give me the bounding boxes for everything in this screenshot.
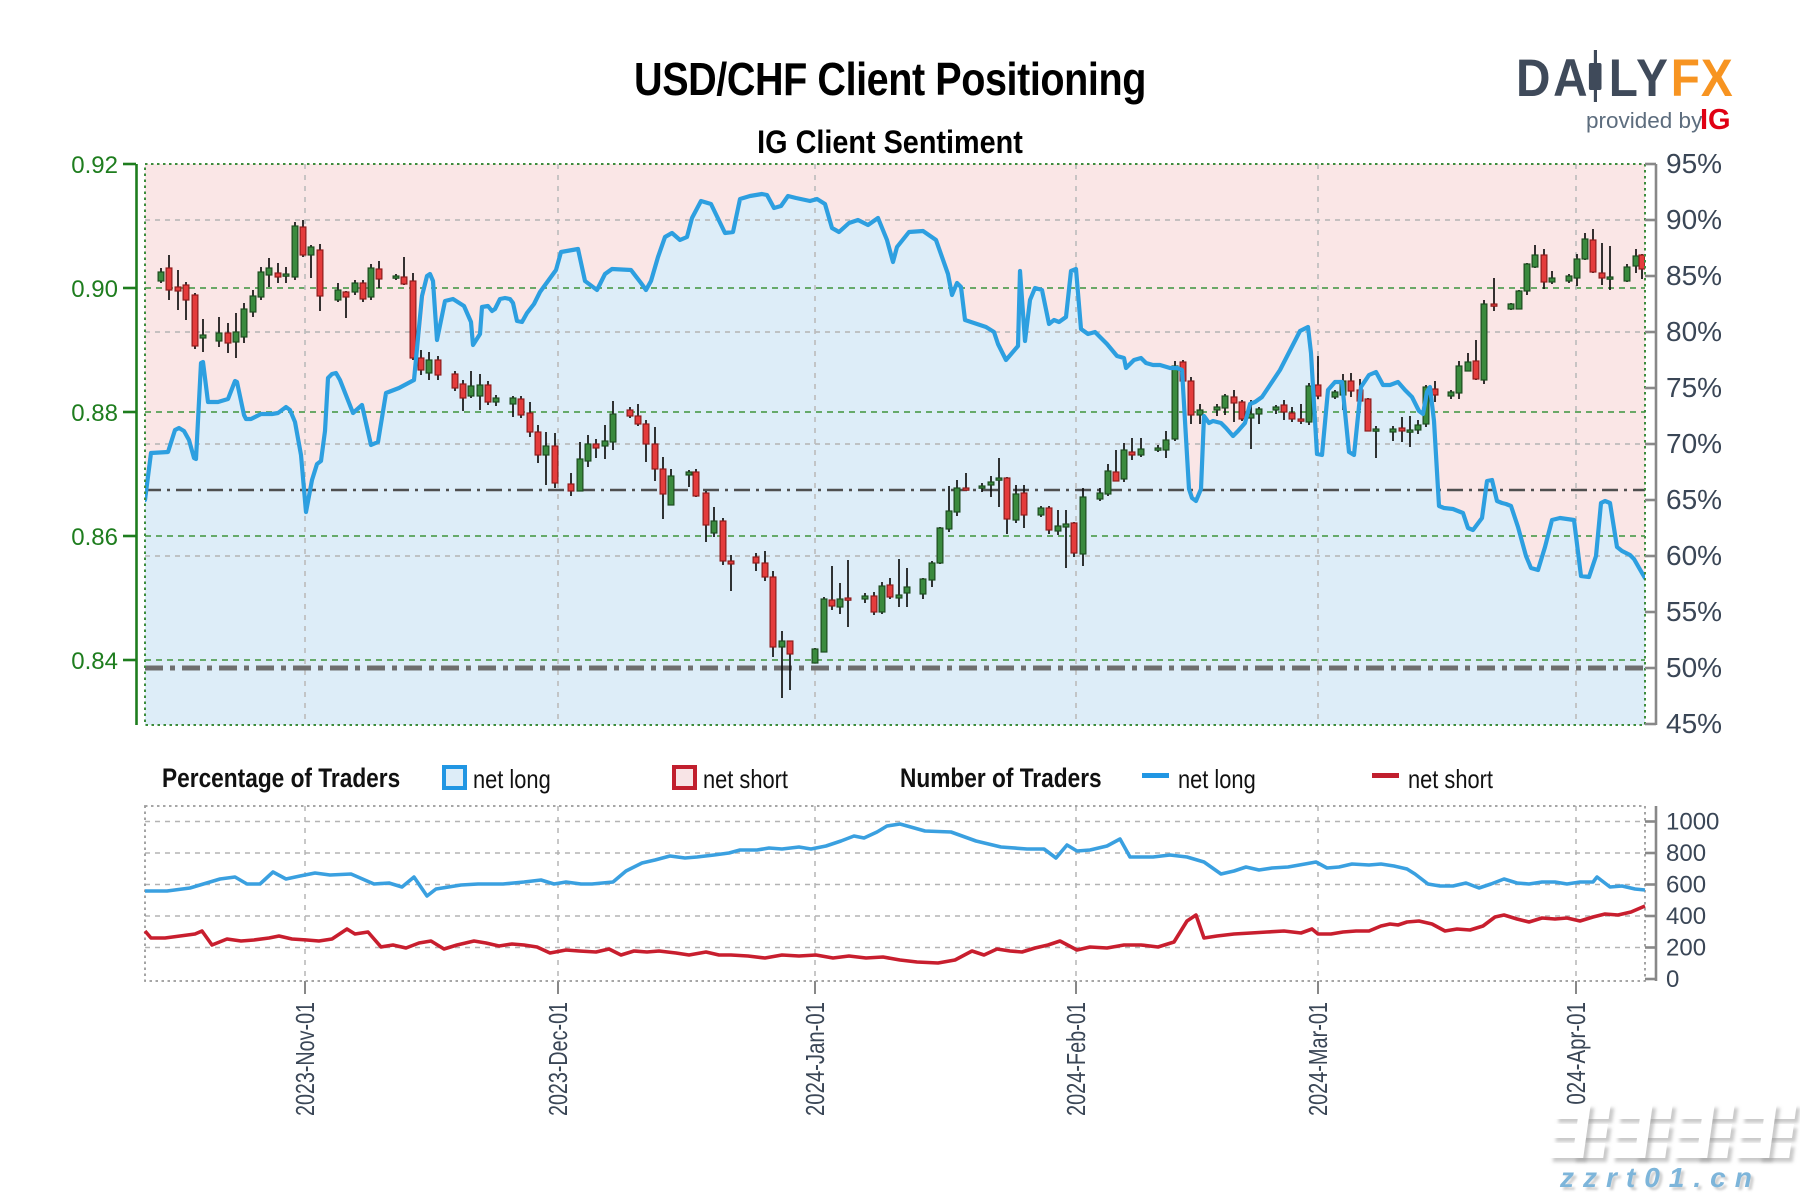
svg-text:0.92: 0.92 <box>71 152 118 179</box>
svg-text:400: 400 <box>1666 903 1706 930</box>
svg-text:provided by: provided by <box>1586 108 1703 133</box>
svg-text:0: 0 <box>1666 966 1679 993</box>
svg-text:200: 200 <box>1666 935 1706 962</box>
svg-text:LY: LY <box>1609 48 1671 108</box>
svg-text:70%: 70% <box>1666 428 1722 459</box>
svg-text:DA: DA <box>1516 48 1590 108</box>
svg-text:FX: FX <box>1671 48 1734 108</box>
svg-text:85%: 85% <box>1666 260 1722 291</box>
svg-text:65%: 65% <box>1666 484 1722 515</box>
svg-text:0.86: 0.86 <box>71 524 118 551</box>
svg-text:0.88: 0.88 <box>71 400 118 427</box>
svg-text:55%: 55% <box>1666 596 1722 627</box>
svg-text:800: 800 <box>1666 840 1706 867</box>
svg-text:2024-Mar-01: 2024-Mar-01 <box>1303 1002 1333 1116</box>
svg-text:0.90: 0.90 <box>71 276 118 303</box>
svg-text:2024-Jan-01: 2024-Jan-01 <box>800 1002 830 1116</box>
svg-text:600: 600 <box>1666 872 1706 899</box>
svg-text:IG: IG <box>1700 104 1731 134</box>
svg-text:2023-Nov-01: 2023-Nov-01 <box>290 1002 320 1116</box>
svg-text:75%: 75% <box>1666 372 1722 403</box>
svg-text:60%: 60% <box>1666 540 1722 571</box>
svg-text:95%: 95% <box>1666 148 1722 179</box>
svg-text:0.84: 0.84 <box>71 648 118 675</box>
svg-text:45%: 45% <box>1666 708 1722 739</box>
svg-text:80%: 80% <box>1666 316 1722 347</box>
svg-text:2024-Feb-01: 2024-Feb-01 <box>1061 1002 1091 1116</box>
svg-text:2023-Dec-01: 2023-Dec-01 <box>543 1002 573 1116</box>
svg-text:2024-Apr-01: 2024-Apr-01 <box>1561 1002 1591 1116</box>
svg-text:50%: 50% <box>1666 652 1722 683</box>
svg-text:90%: 90% <box>1666 204 1722 235</box>
svg-text:1000: 1000 <box>1666 809 1719 836</box>
